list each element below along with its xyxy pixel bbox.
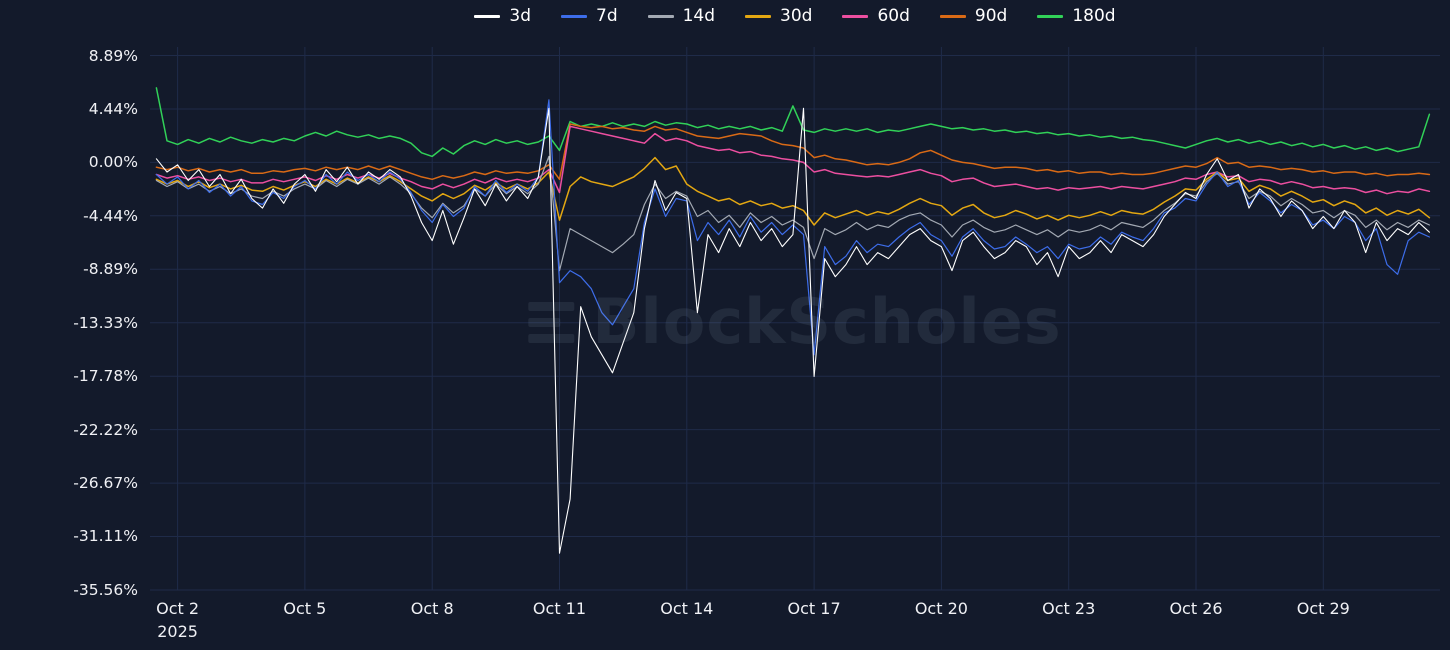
series-line-90d[interactable] <box>155 123 1431 181</box>
series-line-3d[interactable] <box>155 107 1430 554</box>
legend-label: 60d <box>877 6 910 26</box>
series-line-60d[interactable] <box>155 125 1431 195</box>
x-tick-label: Oct 20 <box>914 599 968 618</box>
y-tick-label: -31.11% <box>73 527 138 546</box>
legend-item-90d[interactable]: 90d <box>939 6 1008 26</box>
series-line-180d[interactable] <box>155 87 1431 158</box>
y-tick-label: 4.44% <box>88 100 138 119</box>
series-line-14d[interactable] <box>155 155 1431 272</box>
y-tick-label: -4.44% <box>83 206 138 225</box>
x-tick-label: Oct 29 <box>1296 599 1350 618</box>
y-tick-label: -13.33% <box>73 313 138 332</box>
y-tick-label: -22.22% <box>73 420 138 439</box>
legend-item-3d[interactable]: 3d <box>474 8 531 25</box>
legend-item-30d[interactable]: 30d <box>745 8 812 25</box>
y-tick-label: 0.00% <box>88 153 138 172</box>
series-line-7d[interactable] <box>155 99 1431 356</box>
x-tick-label: Oct 2 2025 <box>156 599 200 641</box>
legend-label: 180d <box>1072 6 1116 26</box>
legend-line-swatch <box>939 15 966 18</box>
legend-label: 30d <box>780 6 813 26</box>
y-tick-label: 8.89% <box>88 46 138 65</box>
x-tick-label: Oct 14 <box>660 599 714 618</box>
y-tick-label: -17.78% <box>73 367 138 386</box>
legend-line-swatch <box>1037 15 1064 18</box>
x-tick-label: Oct 17 <box>787 599 841 618</box>
x-tick-label: Oct 5 <box>283 599 327 618</box>
chart-canvas[interactable] <box>150 47 1440 591</box>
legend-line-swatch <box>647 15 674 18</box>
legend: 3d 7d 14d 30d 60d 90d 180d <box>150 8 1440 25</box>
x-tick-label: Oct 23 <box>1042 599 1096 618</box>
legend-label: 90d <box>974 6 1008 26</box>
x-tick-label: Oct 11 <box>532 599 587 618</box>
x-tick-label: Oct 26 <box>1169 599 1223 618</box>
legend-item-14d[interactable]: 14d <box>647 6 716 26</box>
legend-line-swatch <box>842 15 869 18</box>
legend-item-60d[interactable]: 60d <box>842 6 910 26</box>
plot-area[interactable] <box>150 47 1440 591</box>
y-tick-label: -8.89% <box>83 260 138 279</box>
legend-item-7d[interactable]: 7d <box>561 8 618 25</box>
legend-label: 3d <box>509 6 531 26</box>
legend-line-swatch <box>561 15 587 18</box>
legend-label: 14d <box>682 6 716 26</box>
y-tick-label: -26.67% <box>73 474 138 493</box>
x-tick-label: Oct 8 <box>410 599 454 618</box>
legend-item-180d[interactable]: 180d <box>1037 6 1116 26</box>
y-tick-label: -35.56% <box>73 581 138 599</box>
legend-line-swatch <box>474 15 501 18</box>
legend-label: 7d <box>596 6 618 26</box>
legend-line-swatch <box>745 15 772 18</box>
